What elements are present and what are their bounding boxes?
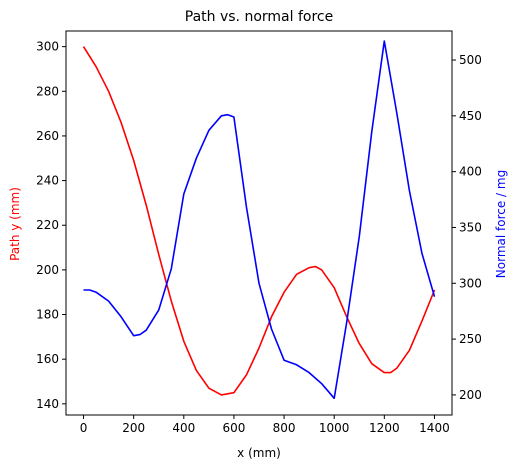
path-y-line <box>82 46 436 396</box>
left-y-tick-label: 300 <box>36 40 59 54</box>
right-y-tick-label: 500 <box>459 53 482 67</box>
x-tick-label: 800 <box>273 421 296 435</box>
left-y-tick-label: 180 <box>36 308 59 322</box>
right-y-axis-label: Normal force / mg <box>494 170 508 278</box>
x-tick-label: 200 <box>122 421 145 435</box>
right-y-tick-label: 350 <box>459 220 482 234</box>
x-tick-label: 1000 <box>319 421 350 435</box>
left-y-tick-label: 260 <box>36 129 59 143</box>
chart-title: Path vs. normal force <box>185 9 333 25</box>
left-y-tick-label: 240 <box>36 174 59 188</box>
right-y-tick-label: 200 <box>459 388 482 402</box>
left-y-tick-label: 220 <box>36 218 59 232</box>
x-tick-label: 1200 <box>369 421 400 435</box>
right-y-tick-label: 250 <box>459 332 482 346</box>
left-y-tick-label: 200 <box>36 263 59 277</box>
x-tick-label: 600 <box>222 421 245 435</box>
series-layer <box>82 40 436 400</box>
x-tick-label: 1400 <box>419 421 450 435</box>
right-y-tick-label: 450 <box>459 109 482 123</box>
right-y-tick-label: 400 <box>459 165 482 179</box>
plot-frame <box>65 30 453 416</box>
left-y-tick-label: 160 <box>36 352 59 366</box>
x-tick-label: 400 <box>172 421 195 435</box>
normal-force-line <box>83 40 436 400</box>
x-tick-label: 0 <box>80 421 88 435</box>
left-y-axis-label: Path y (mm) <box>8 187 22 261</box>
right-y-tick-label: 300 <box>459 276 482 290</box>
x-axis-label: x (mm) <box>237 446 281 460</box>
axis-ticks: 0 200 400 600 800 1000 1200 1400 140 160 180 200 220… <box>36 40 482 435</box>
left-y-tick-label: 280 <box>36 84 59 98</box>
left-y-tick-label: 140 <box>36 397 59 411</box>
